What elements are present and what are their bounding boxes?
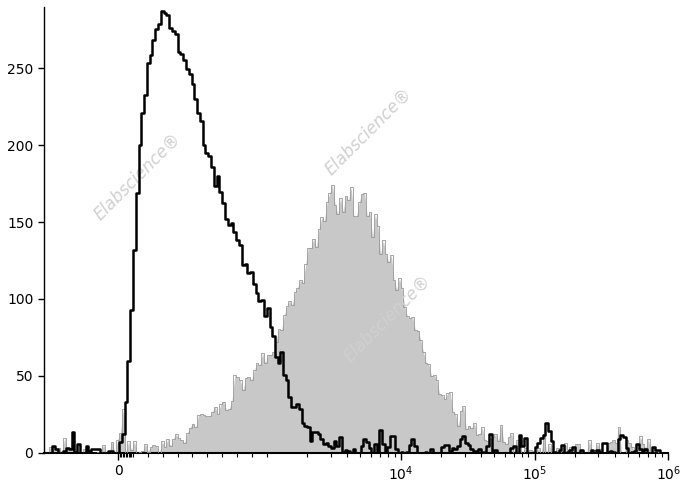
Text: Elabscience®: Elabscience® xyxy=(341,272,434,366)
Text: Elabscience®: Elabscience® xyxy=(321,85,416,179)
Text: Elabscience®: Elabscience® xyxy=(90,129,184,223)
